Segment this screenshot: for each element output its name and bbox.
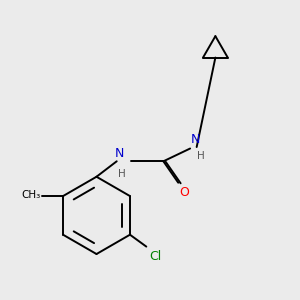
Text: H: H: [118, 169, 126, 179]
Text: N: N: [191, 133, 200, 146]
Text: N: N: [115, 147, 124, 160]
Text: H: H: [197, 151, 204, 161]
Text: Cl: Cl: [149, 250, 161, 262]
Text: O: O: [180, 186, 190, 199]
Text: CH₃: CH₃: [22, 190, 41, 200]
